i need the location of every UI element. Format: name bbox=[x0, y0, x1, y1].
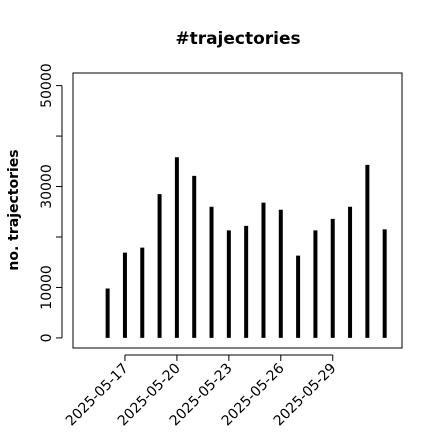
y-tick-label: 10000 bbox=[39, 265, 55, 310]
chart-title: #trajectories bbox=[175, 29, 300, 49]
plot-box bbox=[72, 72, 403, 349]
y-tick-label: 30000 bbox=[39, 164, 55, 209]
y-tick-label: 0 bbox=[39, 333, 55, 342]
y-axis-label: no. trajectories bbox=[6, 149, 22, 270]
y-tick-label: 50000 bbox=[39, 63, 55, 108]
